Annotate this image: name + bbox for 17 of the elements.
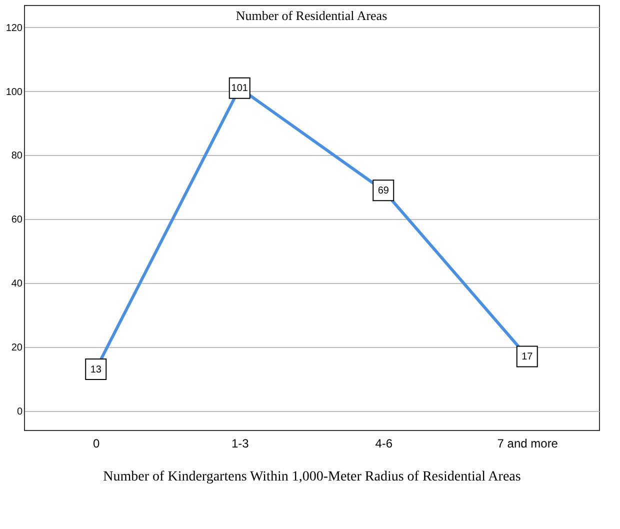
data-label: 101: [231, 83, 248, 94]
y-tick-label: 0: [16, 406, 23, 418]
data-label: 17: [522, 352, 534, 363]
y-tick-label: 40: [11, 278, 23, 290]
y-tick-label: 80: [11, 150, 23, 162]
x-axis-title: Number of Kindergartens Within 1,000-Meter Radius of Residential Areas: [103, 470, 521, 484]
y-tick-label: 20: [11, 342, 23, 354]
x-tick-label: 4-6: [375, 436, 393, 450]
y-tick-label: 120: [6, 22, 23, 34]
x-tick-label: 1-3: [231, 436, 250, 450]
x-tick-label: 0: [93, 436, 100, 450]
y-tick-label: 60: [11, 214, 23, 226]
data-label: 13: [90, 364, 102, 376]
y-tick-label: 100: [6, 86, 23, 98]
chart-title: Number of Residential Areas: [236, 8, 388, 23]
x-tick-label: 7 and more: [497, 436, 558, 450]
data-label: 69: [378, 185, 390, 196]
